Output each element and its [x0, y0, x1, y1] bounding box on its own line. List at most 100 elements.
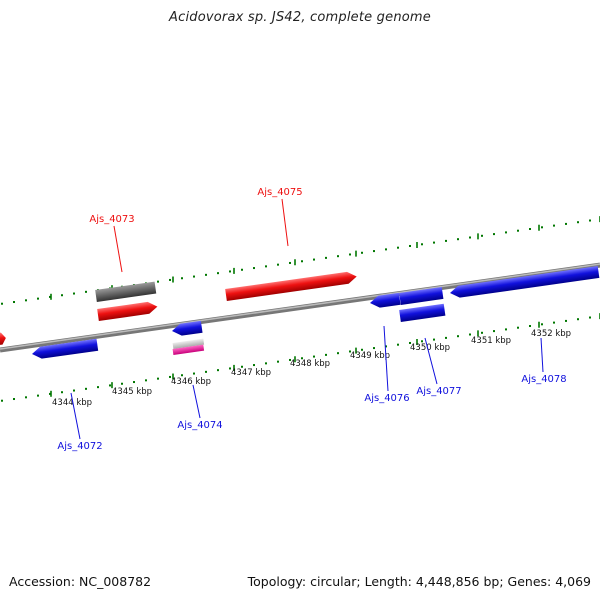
ruler-dot	[181, 277, 183, 280]
position-label: 4352 kbp	[531, 329, 571, 339]
gene-shape	[399, 303, 446, 322]
ruler-dot	[493, 233, 495, 236]
ruler-dot	[145, 379, 147, 382]
ruler-dot	[49, 295, 51, 298]
ruler-dot	[385, 248, 387, 251]
ruler-dot	[301, 357, 303, 360]
ruler-dot	[481, 234, 483, 237]
inner-ruler	[1, 313, 600, 402]
ruler-dot	[25, 299, 27, 302]
ruler-dot	[433, 241, 435, 244]
ruler-dot	[361, 348, 363, 351]
ruler-dot	[469, 236, 471, 239]
position-label: 4345 kbp	[112, 387, 152, 397]
ruler-dot	[265, 362, 267, 365]
ruler-dot	[517, 229, 519, 232]
ruler-dot	[313, 355, 315, 358]
ruler-dot	[397, 246, 399, 249]
position-labels: 4344 kbp 4345 kbp 4346 kbp 4347 kbp 4348 kbp…	[52, 329, 571, 408]
ruler-dot	[445, 336, 447, 339]
ruler-dot	[61, 391, 63, 394]
gene-label-reverse: Ajs_4077	[416, 386, 461, 397]
backbone-line	[0, 262, 600, 353]
ruler-dot	[157, 280, 159, 283]
ruler-dot	[421, 243, 423, 246]
ruler-dot	[13, 301, 15, 304]
gene-shape	[97, 301, 158, 321]
gene-shape	[0, 332, 6, 346]
ruler-dot	[433, 338, 435, 341]
ruler-dot	[577, 221, 579, 224]
gene-shape	[370, 292, 401, 308]
ruler-dot	[241, 268, 243, 271]
ruler-dot	[253, 267, 255, 270]
ruler-dot	[469, 333, 471, 336]
ruler-dot	[217, 272, 219, 275]
gene-label-forward: Ajs_4073	[89, 214, 134, 225]
ruler-dot	[1, 302, 3, 305]
ruler-dot	[73, 389, 75, 392]
ruler-dot	[457, 238, 459, 241]
ruler-dot	[541, 323, 543, 326]
gene-shape	[399, 287, 444, 305]
ruler-dot	[289, 261, 291, 264]
ruler-dot	[481, 331, 483, 334]
outer-ruler	[1, 216, 600, 305]
ruler-dot	[505, 328, 507, 331]
ruler-dot	[13, 398, 15, 401]
ruler-dot	[337, 255, 339, 258]
gene-arrow-ajs-4072	[32, 338, 99, 359]
ruler-dot	[169, 278, 171, 281]
ruler-dot	[373, 347, 375, 350]
ruler-dot	[61, 294, 63, 297]
ruler-dot	[577, 318, 579, 321]
gene-arrow-ajs-4076	[370, 292, 401, 308]
ruler-dot	[553, 321, 555, 324]
ruler-dot	[109, 384, 111, 387]
gene-leader-line	[113, 225, 123, 273]
ruler-dot	[1, 399, 3, 402]
gene-shape	[450, 266, 600, 298]
ruler-dot	[157, 377, 159, 380]
ruler-dot	[265, 265, 267, 268]
ruler-dot	[529, 228, 531, 231]
ruler-dot	[337, 352, 339, 355]
ruler-dot	[421, 340, 423, 343]
ruler-dot	[313, 258, 315, 261]
gene-arrow-edge	[0, 332, 6, 346]
ruler-dot	[229, 270, 231, 273]
ruler-dot	[505, 231, 507, 234]
position-label: 4351 kbp	[471, 336, 511, 346]
gene-leader-line	[281, 198, 289, 247]
gene-label-forward: Ajs_4075	[257, 187, 302, 198]
backbone-highlight	[0, 263, 600, 350]
gene-leader-line	[540, 337, 544, 373]
position-label: 4344 kbp	[52, 398, 92, 408]
ruler-dot	[493, 330, 495, 333]
ruler-dot	[229, 367, 231, 370]
ruler-dot	[205, 273, 207, 276]
gene-shape	[225, 271, 357, 301]
ruler-dot	[277, 263, 279, 266]
gene-shape	[172, 320, 203, 336]
ruler-dot	[529, 325, 531, 328]
ruler-dot	[73, 292, 75, 295]
ruler-dot	[589, 316, 591, 319]
ruler-dot	[385, 345, 387, 348]
gene-shape	[172, 344, 205, 355]
ruler-dot	[37, 394, 39, 397]
gene-shape	[32, 338, 99, 359]
gene-arrow-ajs-4074	[172, 320, 203, 336]
gene-arrow-ajs-4078	[450, 266, 600, 298]
ruler-dot	[457, 335, 459, 338]
genome-backbone	[0, 262, 600, 353]
ruler-dot	[409, 244, 411, 247]
ruler-dot	[277, 360, 279, 363]
position-label: 4350 kbp	[410, 343, 450, 353]
ruler-dot	[517, 326, 519, 329]
gene-label-reverse: Ajs_4076	[364, 393, 409, 404]
gene-label-reverse: Ajs_4074	[177, 420, 222, 431]
ruler-dot	[205, 370, 207, 373]
gene-shape	[172, 338, 205, 349]
